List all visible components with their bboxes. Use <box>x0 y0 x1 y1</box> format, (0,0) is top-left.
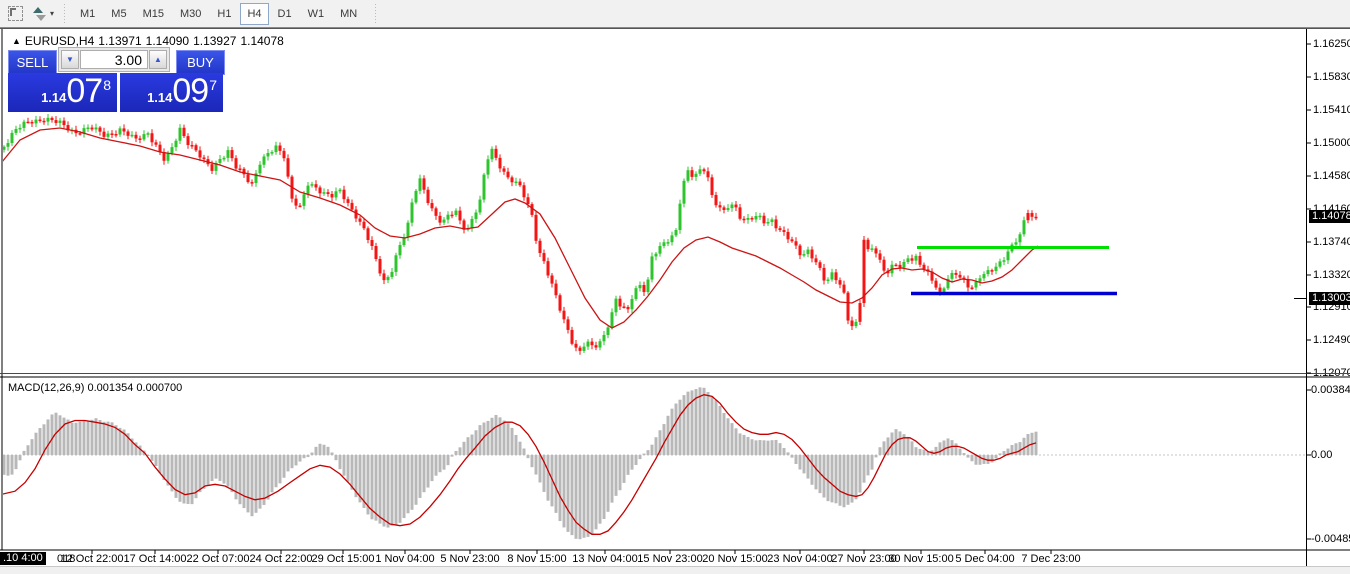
volume-input[interactable]: 3.00 <box>80 50 148 69</box>
current-price-badge: 1.14078 <box>1309 210 1350 223</box>
volume-stepper: ▼ 3.00 ▲ <box>58 47 170 72</box>
crosshair-tool-icon[interactable] <box>6 5 24 23</box>
price-axis-tick-label: 1.12490 <box>1313 334 1350 346</box>
toolbar-separator <box>373 3 379 24</box>
volume-increase-button[interactable]: ▲ <box>149 50 167 69</box>
macd-axis-tick-label: 0.003847 <box>1311 384 1350 396</box>
level-price-badge: 1.13003 <box>1309 292 1350 305</box>
low-value: 1.13927 <box>193 34 237 48</box>
price-axis-tick-label: 1.13740 <box>1313 236 1350 248</box>
high-value: 1.14090 <box>145 34 190 48</box>
timeframe-button-d1[interactable]: D1 <box>277 7 292 20</box>
toolbar-separator <box>62 3 68 24</box>
buy-button[interactable]: BUY <box>176 50 225 75</box>
window-bottom-strip <box>0 566 1350 574</box>
time-axis-label: 17 Oct 14:00 <box>123 553 187 565</box>
price-axis-tick-label: 1.15000 <box>1313 137 1350 149</box>
symbol-label: EURUSD,H4 <box>24 34 95 48</box>
time-axis-label: 7 Dec 23:00 <box>1021 553 1081 565</box>
price-axis-tick-label: 1.15830 <box>1313 71 1350 83</box>
toolbar-divider <box>0 28 1350 29</box>
time-axis-label: 24 Oct 22:00 <box>249 553 313 565</box>
timeframe-button-m5[interactable]: M5 <box>111 7 127 20</box>
buy-price-big-digits: 09 <box>172 72 209 110</box>
price-axis-tick-label: 1.13320 <box>1313 269 1350 281</box>
arrange-arrows-icon[interactable] <box>30 5 48 23</box>
one-click-trade-panel: SELL ▼ 3.00 ▲ BUY 1.14 07 8 1.14 09 7 <box>8 47 225 112</box>
time-axis-label: 29 Oct 15:00 <box>311 553 375 565</box>
volume-decrease-button[interactable]: ▼ <box>61 50 79 69</box>
sell-price-prefix: 1.14 <box>41 90 67 105</box>
timeframe-button-mn[interactable]: MN <box>340 7 358 20</box>
macd-signal-line <box>3 394 1037 535</box>
time-axis-label: 8 Nov 15:00 <box>507 553 567 565</box>
dropdown-caret-icon[interactable]: ▾ <box>50 9 55 18</box>
buy-price-prefix: 1.14 <box>147 90 173 105</box>
macd-indicator-label: MACD(12,26,9) 0.001354 0.000700 <box>8 382 183 394</box>
macd-axis-tick-label: -0.004856 <box>1311 533 1350 545</box>
sell-price-pip-digit: 8 <box>103 77 111 93</box>
macd-axis-tick-label: 0.00 <box>1311 449 1333 461</box>
timeframe-button-w1[interactable]: W1 <box>307 7 325 20</box>
toolbar: ▾ M1 M5 M15 M30 H1 H4 D1 W1 MN <box>0 0 1350 28</box>
time-label-partial: 018 <box>57 553 76 565</box>
timeframe-button-m30[interactable]: M30 <box>179 7 202 20</box>
timeframe-button-h4[interactable]: H4 <box>240 2 269 25</box>
price-axis-tick-label: 1.15410 <box>1313 104 1350 116</box>
price-axis-tick-label: 1.14580 <box>1313 170 1350 182</box>
open-value: 1.13971 <box>98 34 142 48</box>
timeframe-button-h1[interactable]: H1 <box>217 7 232 20</box>
macd-histogram <box>3 387 1038 540</box>
moving-average-line <box>3 127 1039 329</box>
time-axis-label: 27 Nov 23:00 <box>831 553 897 565</box>
chart-ohlc-header: ▲ EURUSD,H4 1.13971 1.14090 1.13927 1.14078 <box>12 34 288 48</box>
time-axis-label: 1 Nov 04:00 <box>375 553 435 565</box>
time-cursor-badge: .10 4:00 <box>0 552 46 565</box>
time-axis-label: 13 Nov 04:00 <box>572 553 638 565</box>
buy-price-pip-digit: 7 <box>209 77 217 93</box>
sell-button[interactable]: SELL <box>8 50 57 75</box>
time-axis-label: 23 Nov 04:00 <box>767 553 833 565</box>
buy-price-display[interactable]: 1.14 09 7 <box>120 73 223 112</box>
candlestick-series <box>3 113 1038 355</box>
panel-expand-icon[interactable]: ▲ <box>12 36 21 46</box>
time-axis-label: 30 Nov 15:00 <box>888 553 954 565</box>
sell-price-display[interactable]: 1.14 07 8 <box>8 73 117 112</box>
time-axis-label: 22 Oct 07:00 <box>186 553 250 565</box>
timeframe-button-m15[interactable]: M15 <box>142 7 164 20</box>
price-axis-tick-label: 1.16250 <box>1313 38 1350 50</box>
close-value: 1.14078 <box>240 34 284 48</box>
time-axis-label: 12 Oct 22:00 <box>60 553 124 565</box>
time-axis-label: 5 Dec 04:00 <box>955 553 1015 565</box>
sell-price-big-digits: 07 <box>66 72 103 110</box>
time-axis-label: 15 Nov 23:00 <box>637 553 703 565</box>
time-axis-label: 20 Nov 15:00 <box>702 553 768 565</box>
timeframe-button-m1[interactable]: M1 <box>80 7 96 20</box>
time-axis-label: 5 Nov 23:00 <box>440 553 500 565</box>
